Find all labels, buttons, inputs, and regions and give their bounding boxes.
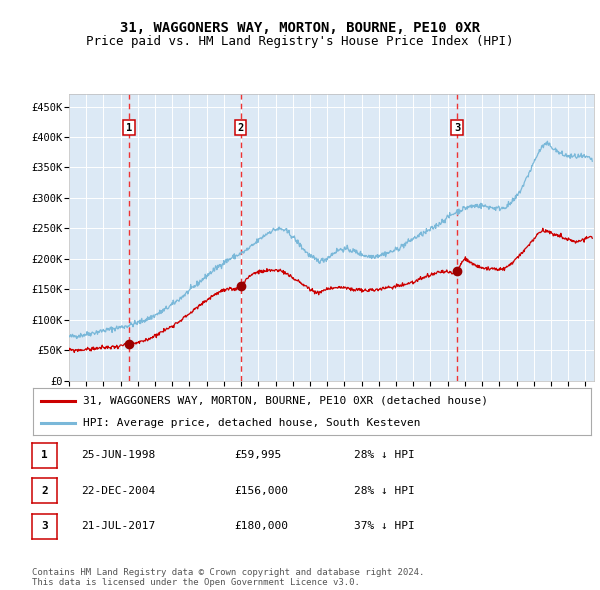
Text: Price paid vs. HM Land Registry's House Price Index (HPI): Price paid vs. HM Land Registry's House … bbox=[86, 35, 514, 48]
Text: £59,995: £59,995 bbox=[234, 451, 281, 460]
Text: 25-JUN-1998: 25-JUN-1998 bbox=[81, 451, 155, 460]
Text: 28% ↓ HPI: 28% ↓ HPI bbox=[354, 486, 415, 496]
Text: Contains HM Land Registry data © Crown copyright and database right 2024.
This d: Contains HM Land Registry data © Crown c… bbox=[32, 568, 424, 587]
Text: 1: 1 bbox=[41, 451, 48, 460]
Text: 37% ↓ HPI: 37% ↓ HPI bbox=[354, 522, 415, 531]
Text: 2: 2 bbox=[238, 123, 244, 133]
Text: 31, WAGGONERS WAY, MORTON, BOURNE, PE10 0XR: 31, WAGGONERS WAY, MORTON, BOURNE, PE10 … bbox=[120, 21, 480, 35]
Text: 22-DEC-2004: 22-DEC-2004 bbox=[81, 486, 155, 496]
Text: 1: 1 bbox=[126, 123, 132, 133]
Text: HPI: Average price, detached house, South Kesteven: HPI: Average price, detached house, Sout… bbox=[83, 418, 421, 428]
Text: 21-JUL-2017: 21-JUL-2017 bbox=[81, 522, 155, 531]
Text: £156,000: £156,000 bbox=[234, 486, 288, 496]
Text: £180,000: £180,000 bbox=[234, 522, 288, 531]
Text: 3: 3 bbox=[454, 123, 460, 133]
Text: 3: 3 bbox=[41, 522, 48, 531]
Text: 28% ↓ HPI: 28% ↓ HPI bbox=[354, 451, 415, 460]
Text: 31, WAGGONERS WAY, MORTON, BOURNE, PE10 0XR (detached house): 31, WAGGONERS WAY, MORTON, BOURNE, PE10 … bbox=[83, 396, 488, 406]
Text: 2: 2 bbox=[41, 486, 48, 496]
